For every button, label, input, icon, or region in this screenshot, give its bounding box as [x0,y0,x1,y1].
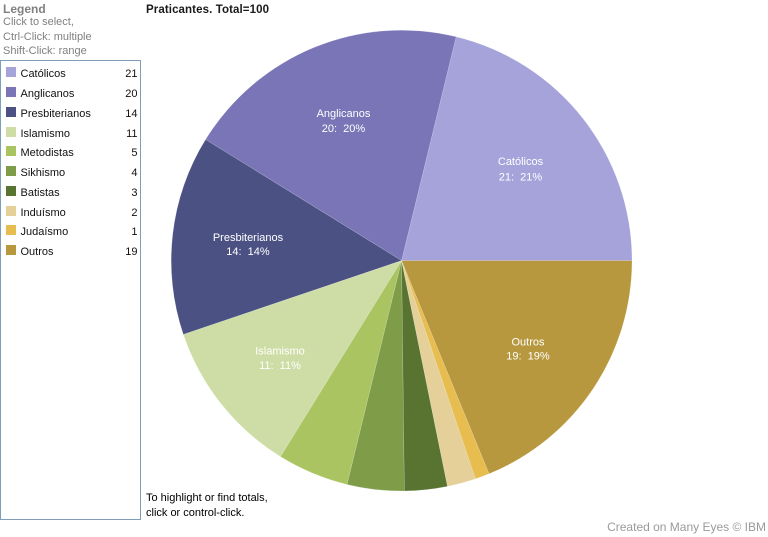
svg-text:Católicos: Católicos [498,156,544,168]
svg-text:11: 11%: 11: 11% [259,360,301,372]
svg-text:19: 19%: 19: 19% [506,351,550,363]
svg-text:Anglicanos: Anglicanos [317,108,371,120]
svg-text:Islamismo: Islamismo [255,346,305,358]
svg-text:Outros: Outros [511,337,545,349]
svg-text:Presbiterianos: Presbiterianos [213,232,284,244]
svg-text:14: 14%: 14: 14% [226,246,270,258]
svg-text:21: 21%: 21: 21% [499,171,543,183]
svg-text:20: 20%: 20: 20% [322,123,366,135]
